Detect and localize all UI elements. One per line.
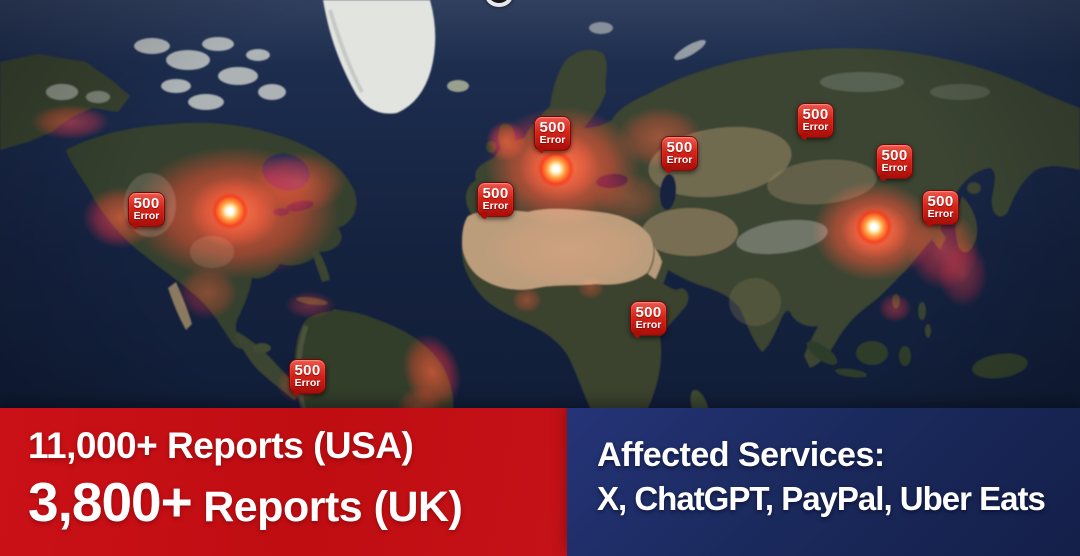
error-badge-central-asia: 500 Error bbox=[661, 136, 698, 171]
error-badge-code: 500 bbox=[482, 185, 509, 202]
error-badge-japan: 500 Error bbox=[922, 190, 959, 225]
error-badge-europe-west: 500 Error bbox=[477, 182, 514, 217]
error-badge-word: Error bbox=[881, 162, 908, 174]
error-badge-usa: 500 Error bbox=[128, 192, 165, 227]
error-badge-word: Error bbox=[482, 200, 509, 212]
reports-uk-count: 3,800+ bbox=[28, 471, 193, 533]
reports-uk-label: Reports (UK) bbox=[191, 483, 463, 531]
error-badge-code: 500 bbox=[881, 147, 908, 164]
error-badge-code: 500 bbox=[294, 362, 321, 379]
error-badge-africa-east: 500 Error bbox=[630, 301, 667, 336]
reports-uk-line: 3,800+ Reports (UK) bbox=[28, 473, 567, 536]
error-badge-word: Error bbox=[666, 154, 693, 166]
error-badge-word: Error bbox=[539, 134, 566, 146]
affected-services-list: X, ChatGPT, PayPal, Uber Eats bbox=[597, 480, 1046, 517]
error-badge-code: 500 bbox=[539, 119, 566, 136]
error-badge-code: 500 bbox=[802, 106, 829, 123]
error-badge-code: 500 bbox=[666, 139, 693, 156]
error-badge-word: Error bbox=[635, 319, 662, 331]
error-badge-code: 500 bbox=[635, 304, 662, 321]
affected-services-banner: Affected Services: X, ChatGPT, PayPal, U… bbox=[567, 408, 1080, 556]
error-badge-word: Error bbox=[802, 121, 829, 133]
reports-usa-line: 11,000+ Reports (USA) bbox=[28, 425, 414, 466]
error-badge-word: Error bbox=[927, 208, 954, 220]
error-badge-russia: 500 Error bbox=[797, 103, 834, 138]
error-badge-word: Error bbox=[294, 377, 321, 389]
error-badge-south-america: 500 Error bbox=[289, 359, 326, 394]
error-badge-word: Error bbox=[133, 210, 160, 222]
affected-services-title: Affected Services: bbox=[597, 436, 885, 474]
error-badge-code: 500 bbox=[927, 193, 954, 210]
error-badge-code: 500 bbox=[133, 195, 160, 212]
error-badge-europe-north: 500 Error bbox=[534, 116, 571, 151]
error-badge-china-northeast: 500 Error bbox=[876, 144, 913, 179]
reports-banner: 11,000+ Reports (USA) 3,800+ Reports (UK… bbox=[0, 408, 567, 556]
